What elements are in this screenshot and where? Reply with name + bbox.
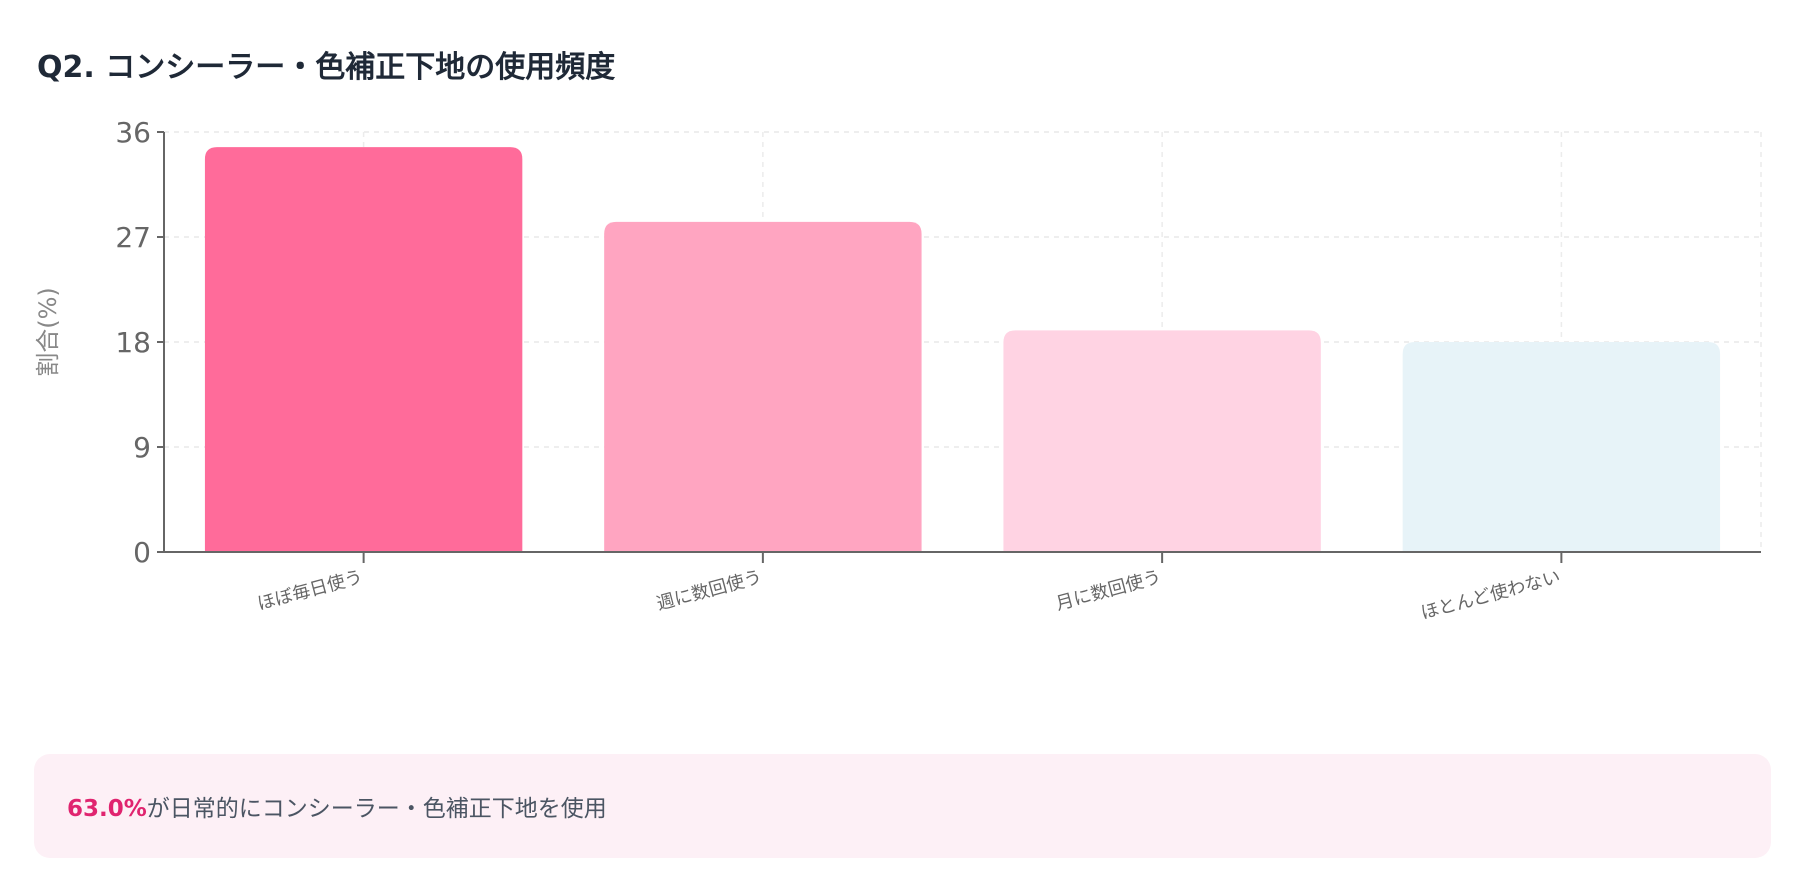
summary-box: 63.0%が日常的にコンシーラー・色補正下地を使用 <box>34 754 1771 858</box>
y-tick-label: 0 <box>133 536 151 569</box>
y-tick-label: 36 <box>115 116 151 149</box>
summary-text: 63.0%が日常的にコンシーラー・色補正下地を使用 <box>67 789 607 823</box>
chart-title: Q2. コンシーラー・色補正下地の使用頻度 <box>37 50 616 85</box>
summary-highlight: 63.0% <box>67 796 147 822</box>
summary-body: が日常的にコンシーラー・色補正下地を使用 <box>146 796 607 822</box>
bar-3 <box>1003 330 1321 552</box>
x-tick-label: 月に数回使う <box>1054 567 1164 615</box>
y-tick-label: 18 <box>115 326 151 359</box>
y-axis-label: 割合(%) <box>34 287 62 377</box>
y-tick-label: 9 <box>133 431 151 464</box>
y-tick-label: 27 <box>115 221 151 254</box>
x-tick-label: ほとんど使わない <box>1419 567 1563 624</box>
bar-1 <box>204 147 523 552</box>
bar-4 <box>1402 342 1721 552</box>
x-tick-label: 週に数回使う <box>654 567 764 615</box>
bar-2 <box>604 221 922 553</box>
x-tick-label: ほぼ毎日使う <box>255 567 365 615</box>
bar-chart: 0 9 18 27 36 ほぼ毎日使う 週に数回使う 月に数回使う ほとんど使わない 割合(%) <box>34 116 1762 624</box>
